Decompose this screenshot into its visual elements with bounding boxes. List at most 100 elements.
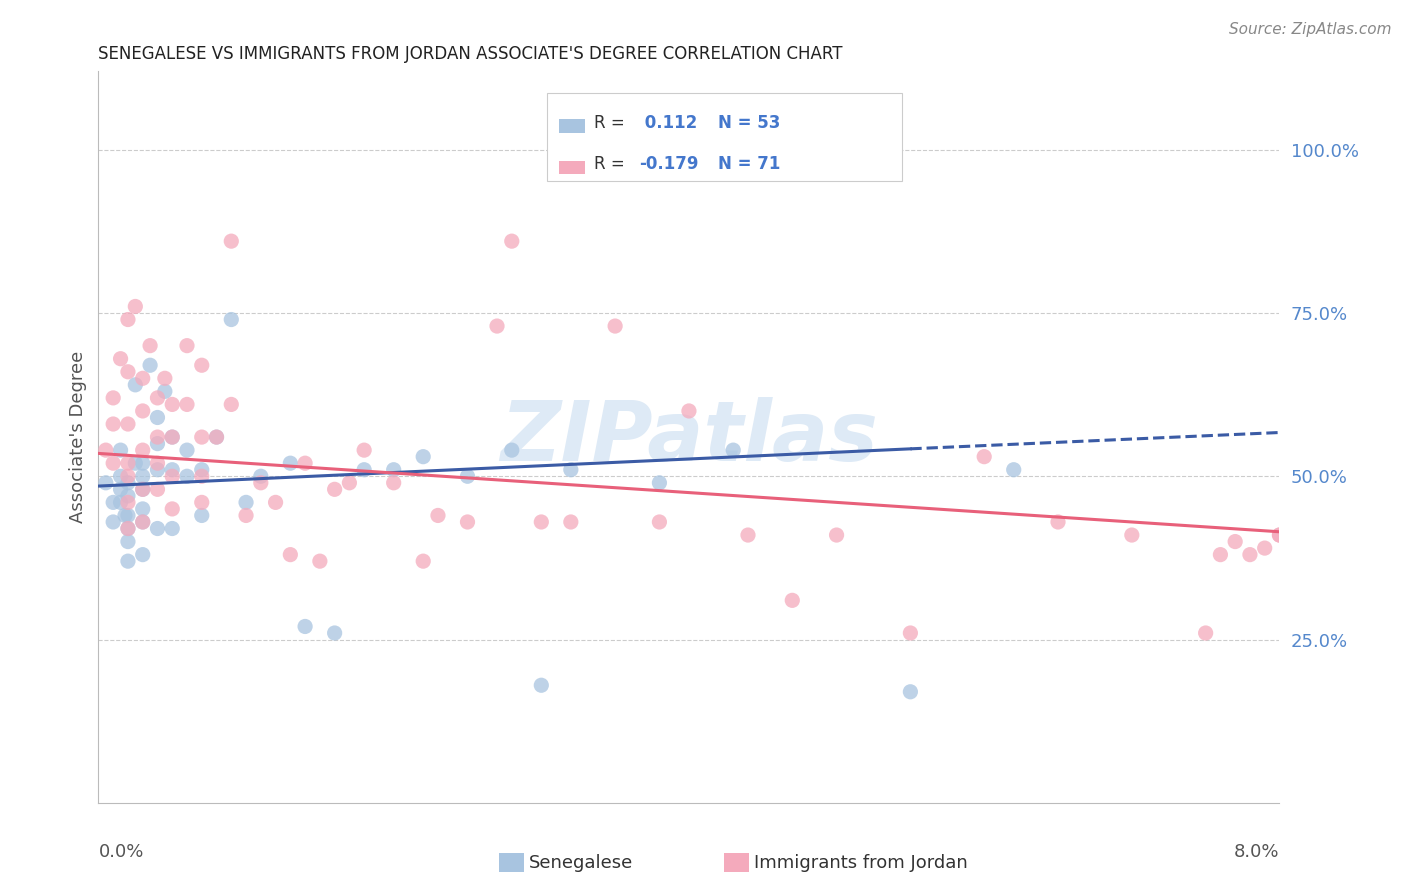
Point (132, 483, 155, 497)
Point (132, 404, 155, 418)
Point (191, 508, 214, 523)
Point (110, 443, 132, 458)
Point (294, 456, 316, 470)
Point (117, 489, 139, 503)
Point (973, 450, 995, 464)
Point (117, 365, 139, 379)
Bar (560, 120, 585, 133)
Point (117, 521, 139, 535)
Point (235, 495, 257, 509)
Text: ZIPatlas: ZIPatlas (501, 397, 877, 477)
Point (132, 371, 155, 385)
Point (103, 456, 124, 470)
Point (191, 495, 214, 509)
Point (1209, 548, 1232, 562)
Point (1121, 528, 1143, 542)
Point (146, 391, 169, 405)
Point (124, 456, 146, 470)
Text: -0.179: -0.179 (640, 155, 699, 173)
Point (117, 456, 139, 470)
Point (117, 534, 139, 549)
Point (530, 515, 553, 529)
Point (176, 339, 198, 353)
Point (337, 475, 360, 490)
Point (1268, 528, 1291, 542)
Point (219, 234, 242, 248)
Point (782, 593, 804, 607)
Bar (560, 161, 585, 174)
Point (648, 475, 671, 490)
Point (117, 508, 139, 523)
Point (1194, 626, 1216, 640)
Point (176, 443, 198, 458)
Point (456, 469, 478, 483)
Point (162, 502, 183, 516)
Point (530, 678, 553, 692)
Point (146, 410, 169, 425)
Point (560, 463, 582, 477)
Point (250, 475, 273, 490)
Point (191, 430, 214, 444)
Point (412, 450, 434, 464)
Point (456, 515, 478, 529)
Point (117, 475, 139, 490)
Point (605, 319, 627, 334)
Point (294, 619, 316, 633)
Point (825, 528, 848, 542)
Text: R =: R = (595, 155, 630, 173)
Point (117, 417, 139, 431)
Point (110, 469, 132, 483)
Point (250, 469, 273, 483)
Point (114, 508, 136, 523)
Point (353, 443, 375, 458)
Text: Immigrants from Jordan: Immigrants from Jordan (754, 854, 967, 871)
Point (1254, 541, 1277, 555)
Point (132, 443, 155, 458)
Point (191, 358, 214, 372)
Point (898, 685, 921, 699)
Point (1239, 548, 1261, 562)
Point (124, 300, 146, 314)
Point (146, 456, 169, 470)
Point (412, 554, 434, 568)
Point (191, 463, 214, 477)
Point (205, 430, 228, 444)
Point (146, 430, 169, 444)
Bar (547, 94, 901, 181)
Point (162, 463, 183, 477)
Point (323, 626, 346, 640)
Point (162, 430, 183, 444)
Point (103, 495, 124, 509)
Point (94, 443, 117, 458)
Point (103, 391, 124, 405)
Text: N = 53: N = 53 (718, 114, 780, 132)
Point (737, 528, 759, 542)
Point (191, 469, 214, 483)
Point (103, 515, 124, 529)
Point (132, 515, 155, 529)
Point (353, 463, 375, 477)
Point (219, 312, 242, 326)
Point (426, 508, 449, 523)
Point (94, 475, 117, 490)
Point (153, 384, 176, 399)
Point (278, 456, 301, 470)
Point (898, 626, 921, 640)
Text: R =: R = (595, 114, 630, 132)
Point (117, 312, 139, 326)
Point (1268, 528, 1291, 542)
Point (162, 521, 183, 535)
Y-axis label: Associate's Degree: Associate's Degree (69, 351, 87, 524)
Point (132, 456, 155, 470)
Text: Source: ZipAtlas.com: Source: ZipAtlas.com (1229, 22, 1392, 37)
Point (501, 443, 523, 458)
Point (721, 443, 744, 458)
Point (110, 495, 132, 509)
Point (132, 502, 155, 516)
Point (560, 515, 582, 529)
Point (382, 463, 405, 477)
Point (678, 404, 700, 418)
Point (308, 554, 332, 568)
Point (323, 483, 346, 497)
Text: N = 71: N = 71 (718, 155, 780, 173)
